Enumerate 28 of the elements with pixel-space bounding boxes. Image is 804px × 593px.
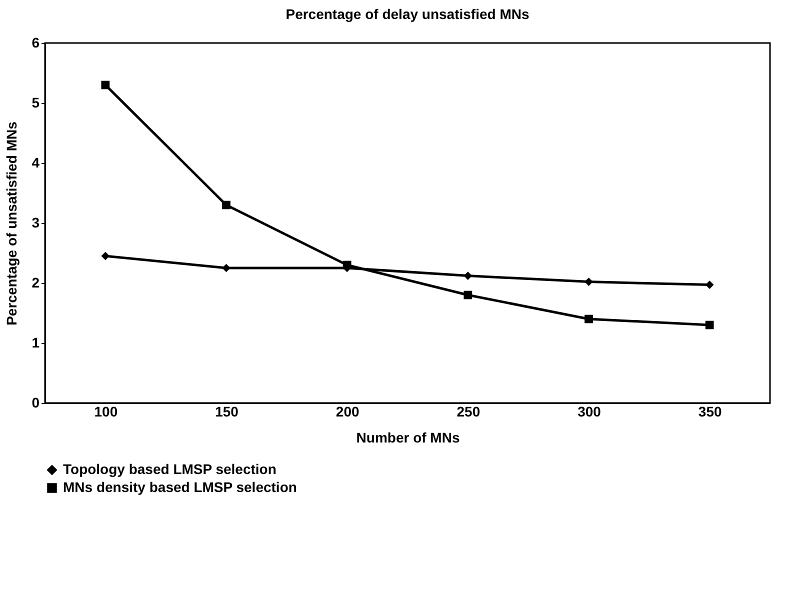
point [222,264,230,272]
y-tick-label: 2 [32,274,40,290]
legend-label: MNs density based LMSP selection [63,479,297,495]
point [222,200,230,210]
point [584,278,593,286]
y-tick-label: 5 [32,94,40,110]
x-tick-label: 350 [698,404,722,420]
legend-label: Topology based LMSP selection [63,461,276,477]
y-tick-label: 6 [32,34,40,50]
x-tick-label: 200 [336,404,360,420]
y-tick-label: 4 [32,154,40,170]
y-tick-label: 1 [32,334,40,350]
chart-title: Percentage of delay unsatisfied MNs [286,6,530,22]
y-axis-title: Percentage of unsatisfied MNs [4,121,20,326]
x-axis-title: Number of MNs [356,430,460,446]
y-tick-label: 3 [32,214,40,230]
point [705,320,714,330]
x-tick-label: 250 [456,404,480,420]
x-tick-label: 300 [578,404,602,420]
point [101,252,110,260]
point [584,314,593,324]
y-tick-label: 0 [32,394,40,410]
x-tick-label: 150 [215,404,239,420]
point [464,272,472,280]
x-tick-label: 100 [94,404,118,420]
point [464,290,472,300]
point [705,280,714,289]
point [101,80,110,90]
